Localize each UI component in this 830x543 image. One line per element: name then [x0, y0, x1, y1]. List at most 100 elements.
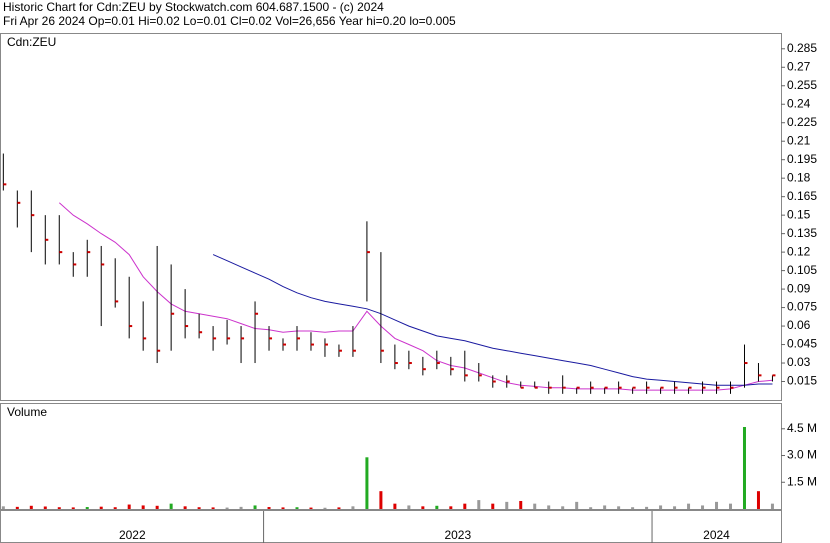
close-mark	[408, 362, 412, 365]
close-mark	[171, 312, 175, 315]
close-mark	[436, 362, 440, 365]
close-mark	[464, 374, 468, 377]
volume-bar	[99, 506, 103, 509]
volume-bar	[561, 506, 565, 509]
volume-bar	[183, 506, 187, 509]
volume-bar	[659, 505, 663, 509]
volume-bar	[603, 505, 607, 509]
volume-bar	[687, 503, 691, 509]
y-tick-label: 0.06	[787, 318, 811, 332]
volume-bar	[435, 505, 439, 509]
volume-bar	[673, 506, 677, 509]
volume-bar	[365, 457, 369, 509]
volume-bar	[85, 507, 89, 509]
close-mark	[199, 331, 203, 334]
volume-bar	[1, 506, 5, 509]
close-mark	[744, 362, 748, 365]
moving-average	[58, 202, 773, 391]
close-mark	[632, 386, 636, 389]
volume-label: Volume	[7, 405, 47, 419]
close-mark	[380, 349, 384, 352]
close-mark	[534, 386, 538, 389]
y-tick-label: 0.24	[787, 96, 811, 110]
volume-bar	[589, 507, 593, 509]
close-mark	[45, 238, 49, 241]
volume-panel	[0, 403, 782, 510]
close-mark	[520, 386, 524, 389]
close-mark	[17, 201, 21, 204]
close-mark	[450, 368, 454, 371]
x-tick-label: 2024	[703, 528, 730, 542]
close-mark	[59, 251, 63, 254]
close-mark	[772, 374, 776, 377]
close-mark	[422, 368, 426, 371]
close-mark	[730, 386, 734, 389]
volume-bar	[295, 507, 299, 509]
volume-bar	[449, 506, 453, 509]
y-tick-label: 0.27	[787, 59, 811, 73]
volume-bar	[491, 503, 495, 509]
close-mark	[283, 343, 287, 346]
volume-bar	[645, 506, 649, 509]
symbol-label: Cdn:ZEU	[7, 35, 56, 49]
close-mark	[31, 214, 35, 217]
close-mark	[604, 386, 608, 389]
close-mark	[324, 343, 328, 346]
volume-bar	[729, 503, 733, 509]
close-mark	[618, 386, 622, 389]
x-tick-label: 2023	[444, 528, 471, 542]
close-mark	[296, 337, 300, 340]
moving-average	[212, 254, 773, 386]
close-mark	[338, 349, 342, 352]
close-mark	[394, 362, 398, 365]
y-tick-label: 0.165	[787, 189, 817, 203]
y-tick-label: 0.03	[787, 355, 811, 369]
close-mark	[310, 343, 314, 346]
close-mark	[702, 386, 706, 389]
y-tick-label: 0.075	[787, 300, 817, 314]
x-tick-label: 2022	[119, 528, 146, 542]
volume-bar	[29, 505, 33, 509]
close-mark	[478, 374, 482, 377]
close-mark	[562, 386, 566, 389]
y-tick-label: 0.105	[787, 263, 817, 277]
close-mark	[674, 386, 678, 389]
close-mark	[101, 263, 105, 266]
volume-bar	[253, 505, 257, 509]
volume-bar	[547, 505, 551, 509]
price-panel	[0, 33, 782, 401]
close-mark	[352, 349, 356, 352]
volume-bar	[155, 505, 159, 509]
close-mark	[185, 325, 189, 328]
volume-bar	[267, 507, 271, 509]
close-mark	[492, 380, 496, 383]
y-tick-label: 0.225	[787, 115, 817, 129]
volume-bar	[127, 504, 131, 509]
close-mark	[73, 263, 77, 266]
y-tick-label: 0.285	[787, 41, 817, 55]
volume-bar	[770, 503, 774, 509]
volume-bar	[379, 491, 383, 509]
close-mark	[213, 337, 217, 340]
volume-bar	[351, 506, 355, 509]
volume-bar	[323, 507, 327, 509]
volume-bar	[211, 507, 215, 509]
close-mark	[646, 386, 650, 389]
y-tick-label: 0.15	[787, 207, 811, 221]
volume-bar	[533, 503, 537, 509]
volume-bar	[225, 507, 229, 509]
close-mark	[716, 386, 720, 389]
close-mark	[688, 386, 692, 389]
volume-tick-label: 3.0 M	[787, 448, 817, 462]
close-mark	[129, 325, 133, 328]
quote-line: Fri Apr 26 2024 Op=0.01 Hi=0.02 Lo=0.01 …	[3, 14, 456, 28]
close-mark	[227, 337, 231, 340]
volume-bar	[519, 500, 523, 509]
volume-bar	[742, 426, 746, 509]
volume-bar	[631, 507, 635, 509]
y-tick-label: 0.015	[787, 374, 817, 388]
volume-bar	[57, 507, 61, 509]
close-mark	[241, 337, 245, 340]
close-mark	[143, 337, 147, 340]
